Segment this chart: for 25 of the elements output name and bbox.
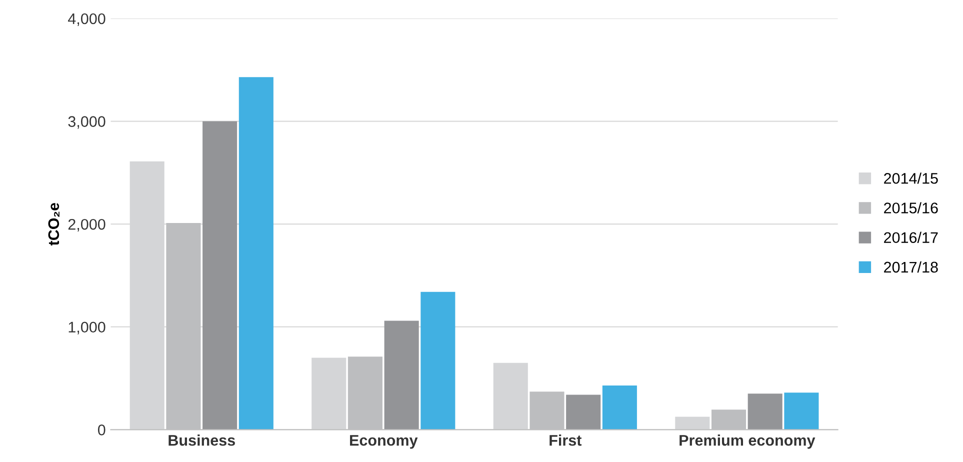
bar [566,394,601,430]
x-tick-label: First [550,434,582,446]
x-tick-label: Business [168,434,235,446]
bar [384,320,419,430]
bar [312,358,346,430]
bar [748,394,782,430]
bar [675,416,710,430]
y-tick-label: 1,000 [68,322,106,334]
bar [602,385,637,430]
y-tick-label: 0 [98,424,106,436]
x-tick-label: Economy [350,435,418,449]
bar [420,292,456,430]
y-tick-label: 2,000 [68,218,106,232]
y-axis-title: tCO₂e [48,202,60,246]
legend-label: 2014/15 [884,172,938,184]
bar [784,392,819,430]
x-tick-label: Premium economy [680,434,816,449]
legend-label: 2016/17 [884,232,938,244]
legend-label: 2015/16 [884,202,938,214]
bar [238,77,274,430]
bar [202,121,238,430]
y-tick-label: 3,000 [68,116,106,129]
legend-label: 2017/18 [884,261,938,273]
y-tick-label: 4,000 [68,13,106,26]
bar [493,362,528,430]
